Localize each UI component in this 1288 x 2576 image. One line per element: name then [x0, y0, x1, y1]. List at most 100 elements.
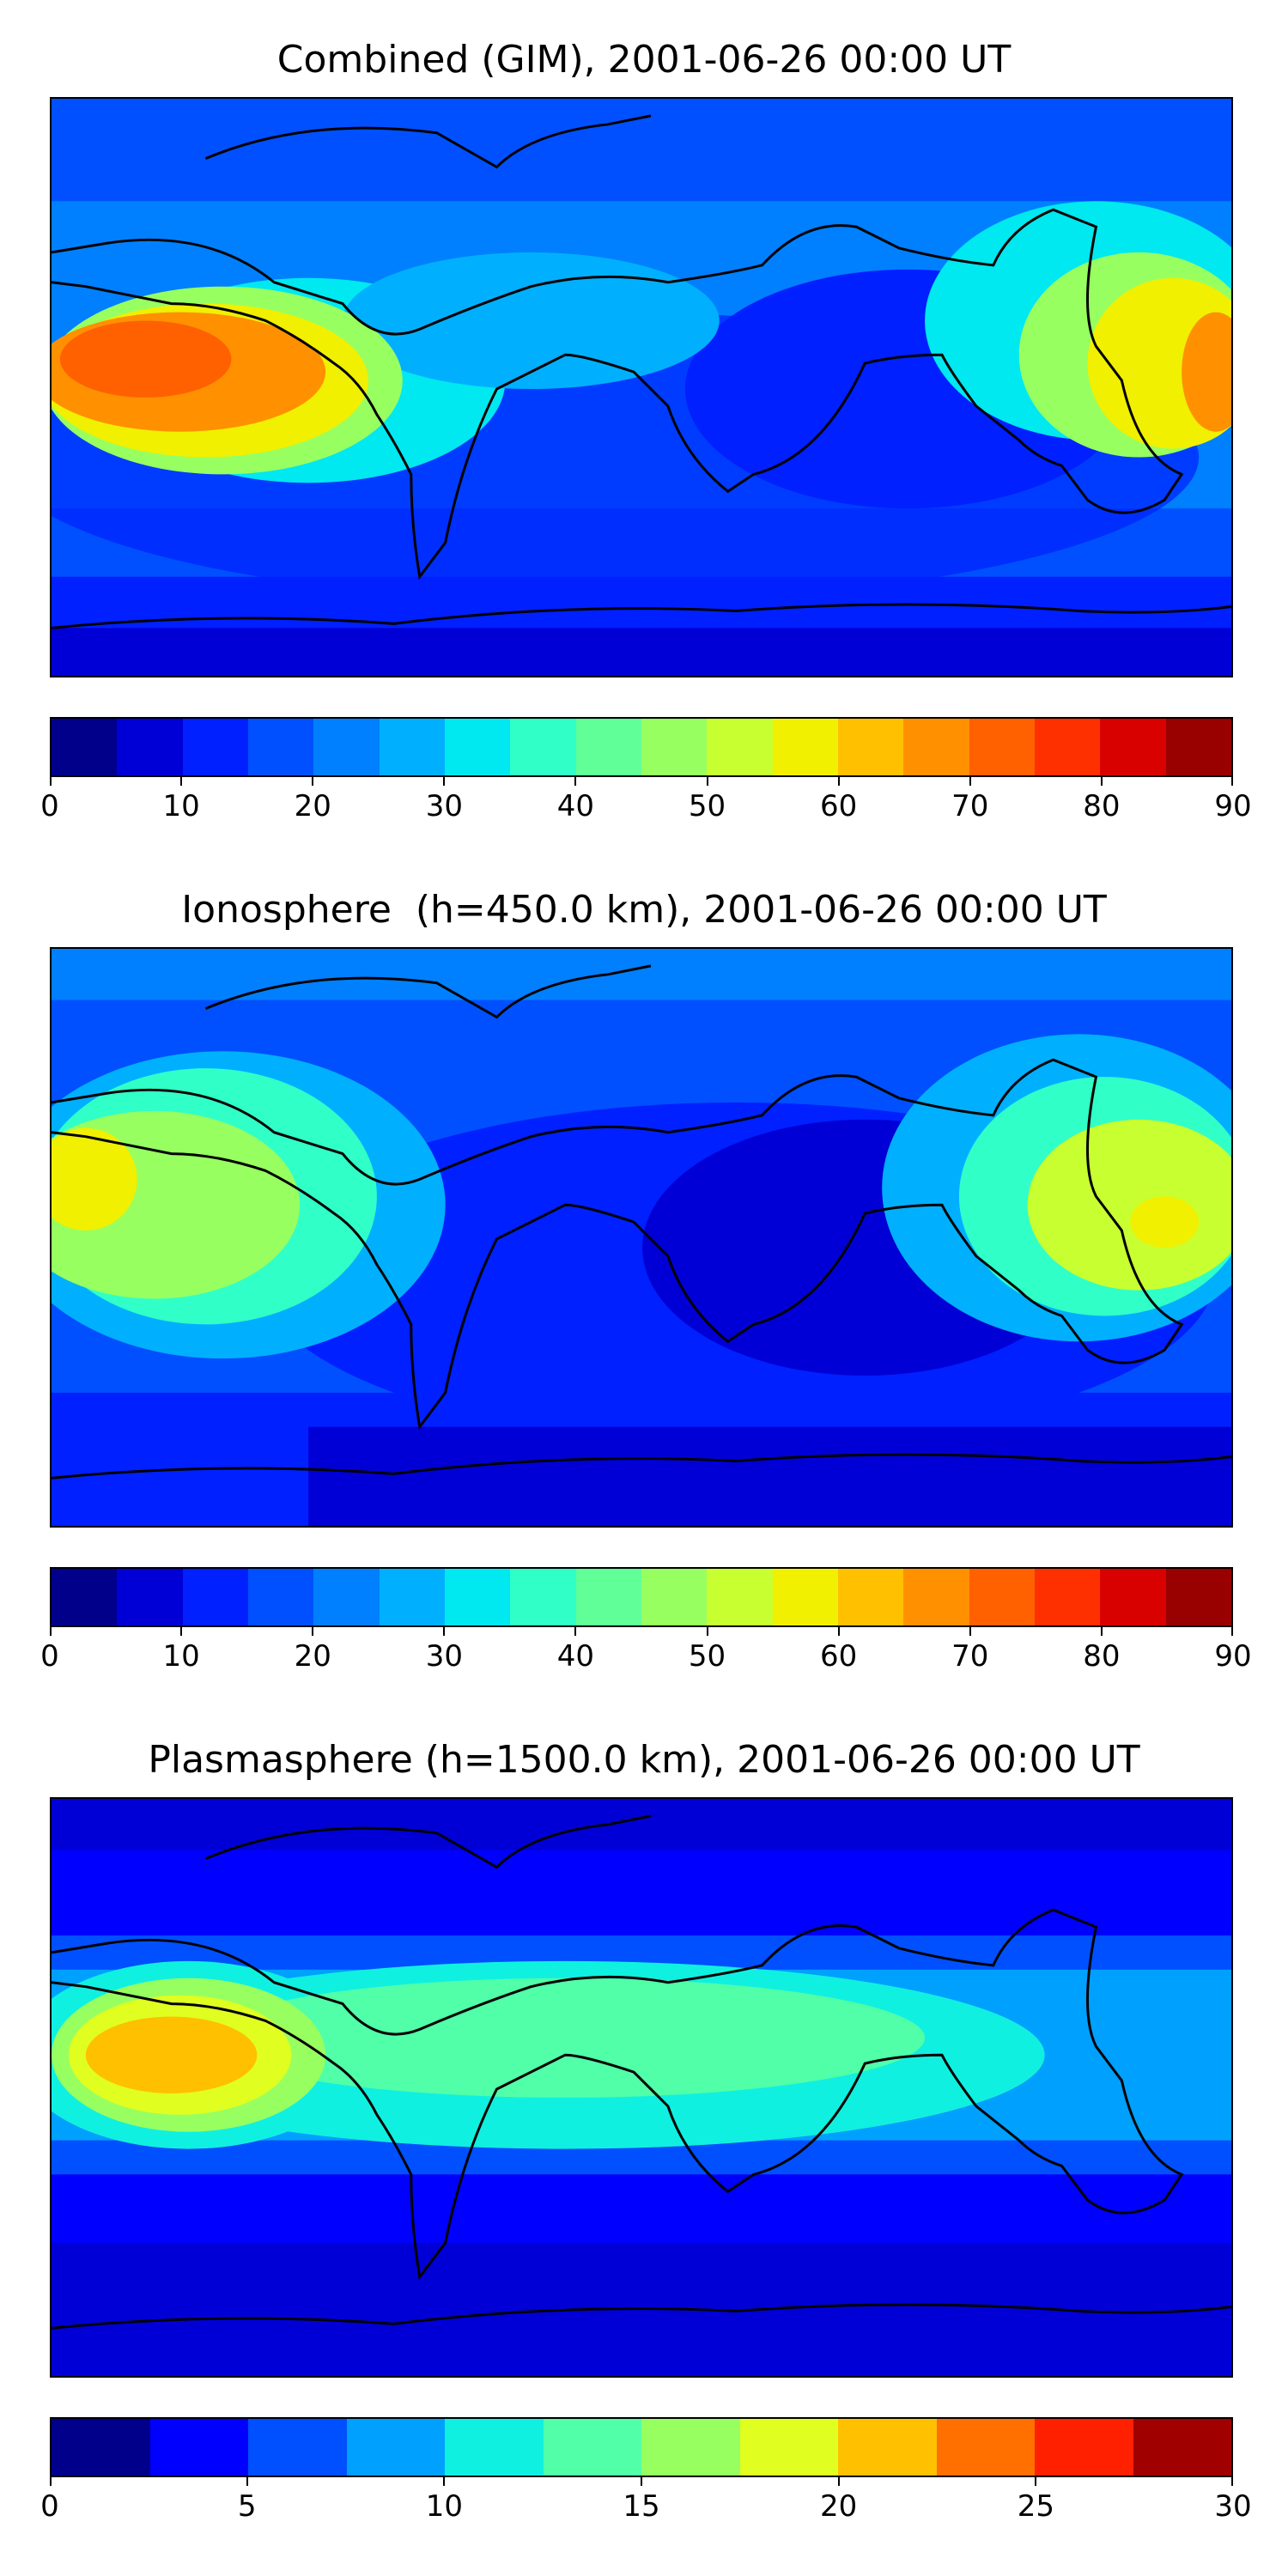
colorbar-tick — [969, 1627, 971, 1636]
colorbar-tick-label: 5 — [237, 2489, 257, 2524]
colorbar-ticks: 0 10 20 30 40 50 60 70 80 90 — [40, 777, 1252, 823]
colorbar-segment — [379, 1569, 445, 1625]
heat-band-south — [52, 2174, 1231, 2243]
colorbar-segment — [641, 2419, 740, 2476]
colorbar-tick-label: 10 — [162, 789, 200, 823]
colorbar-segment — [1165, 719, 1231, 775]
colorbar — [50, 717, 1233, 777]
coastline-antarctica — [52, 603, 1231, 629]
heatmap-svg — [52, 949, 1231, 1526]
colorbar-tick-label: 0 — [40, 2489, 59, 2524]
colorbar-segment — [543, 2419, 641, 2476]
heat-band-antarctic — [308, 1426, 1231, 1526]
colorbar-tick — [1100, 1627, 1103, 1636]
colorbar-segment — [52, 2419, 150, 2476]
colorbar-segment — [444, 1569, 511, 1625]
colorbar-tick-label: 10 — [425, 2489, 463, 2524]
colorbar-segment — [313, 1569, 380, 1625]
heat-blob-9 — [52, 1127, 137, 1231]
heat-blob-8 — [1027, 1119, 1231, 1291]
colorbar-tick — [706, 1627, 708, 1636]
colorbar-ticks: 0 5 10 15 20 25 30 — [40, 2477, 1252, 2524]
coastline-antarctica — [52, 2303, 1231, 2330]
chart-title: Ionosphere (h=450.0 km), 2001-06-26 00:0… — [181, 888, 1107, 932]
colorbar-segment — [903, 719, 969, 775]
colorbar-tick-label: 60 — [820, 1639, 858, 1674]
colorbar-segment — [837, 1569, 904, 1625]
colorbar-segment — [182, 719, 248, 775]
colorbar-tick — [50, 1627, 52, 1636]
colorbar-tick — [706, 777, 708, 786]
colorbar-tick — [1035, 2477, 1037, 2486]
heat-band-arctic — [52, 949, 1231, 1000]
heat-blob-10 — [1130, 1196, 1200, 1248]
colorbar-segment — [772, 719, 838, 775]
colorbar-segment — [1100, 719, 1166, 775]
colorbar-tick — [641, 2477, 642, 2486]
coastlines — [52, 208, 1184, 580]
colorbar-segment — [510, 719, 576, 775]
colorbar-tick-label: 50 — [688, 789, 726, 823]
colorbar-tick-label: 30 — [425, 789, 463, 823]
coastlines — [52, 1058, 1184, 1431]
colorbar-segment — [379, 719, 445, 775]
heat-band-north — [52, 1850, 1231, 1953]
colorbar-segment — [1034, 719, 1101, 775]
map-heatmap — [50, 1797, 1233, 2378]
colorbar-segment — [575, 719, 641, 775]
heat-blob-10 — [1182, 312, 1231, 432]
coastline-arctic — [204, 114, 652, 169]
colorbar-segment — [182, 1569, 248, 1625]
colorbar-tick-label: 60 — [820, 789, 858, 823]
colorbar-tick — [443, 777, 446, 786]
colorbar-tick-label: 0 — [40, 789, 59, 823]
colorbar-segment — [772, 1569, 838, 1625]
colorbar-segment — [444, 719, 511, 775]
colorbar-tick — [180, 1627, 183, 1636]
colorbar-tick — [837, 1627, 840, 1636]
colorbar-tick — [837, 777, 840, 786]
colorbar-tick — [837, 2477, 840, 2486]
colorbar-tick-label: 90 — [1214, 789, 1252, 823]
colorbar-tick-label: 20 — [820, 2489, 858, 2524]
colorbar-segment — [510, 1569, 576, 1625]
colorbar-tick-label: 30 — [425, 1639, 463, 1674]
colorbar-ticks: 0 10 20 30 40 50 60 70 80 90 — [40, 1627, 1252, 1674]
colorbar-segment — [575, 1569, 641, 1625]
colorbar-segment — [247, 1569, 314, 1625]
heat-blob-4 — [343, 252, 720, 389]
colorbar-tick-label: 0 — [40, 1639, 59, 1674]
colorbar-segment — [52, 719, 118, 775]
colorbar-tick-label: 40 — [556, 789, 595, 823]
colorbar-segment — [445, 2419, 544, 2476]
colorbar-segment — [117, 719, 183, 775]
colorbar-segment — [641, 1569, 708, 1625]
colorbar-tick — [312, 1627, 314, 1636]
heatmap-svg — [52, 1799, 1231, 2376]
colorbar-tick-label: 30 — [1214, 2489, 1252, 2524]
colorbar-tick-label: 70 — [951, 789, 989, 823]
colorbar-segment — [838, 2419, 937, 2476]
colorbar-tick-label: 80 — [1083, 789, 1121, 823]
colorbar-tick — [180, 777, 183, 786]
colorbar-segment — [1100, 1569, 1166, 1625]
colorbar-tick — [50, 777, 52, 786]
colorbar-segment — [248, 2419, 347, 2476]
colorbar-segment — [1133, 2419, 1231, 2476]
colorbar-segment — [346, 2419, 445, 2476]
colorbar-tick — [574, 777, 577, 786]
colorbar-tick-label: 10 — [162, 1639, 200, 1674]
colorbar-tick — [246, 2477, 248, 2486]
colorbar-segment — [313, 719, 380, 775]
coastline-antarctica — [52, 1453, 1231, 1479]
map-heatmap — [50, 97, 1233, 677]
coastline-arctic — [204, 1814, 652, 1869]
colorbar — [50, 2417, 1233, 2477]
heat-band-antarctic — [52, 628, 1231, 676]
colorbar-tick-label: 80 — [1083, 1639, 1121, 1674]
colorbar-segment — [707, 719, 773, 775]
heat-blob-11 — [59, 320, 232, 398]
colorbar-segment — [969, 719, 1035, 775]
colorbar-tick — [969, 777, 971, 786]
colorbar-tick — [1231, 2477, 1233, 2486]
